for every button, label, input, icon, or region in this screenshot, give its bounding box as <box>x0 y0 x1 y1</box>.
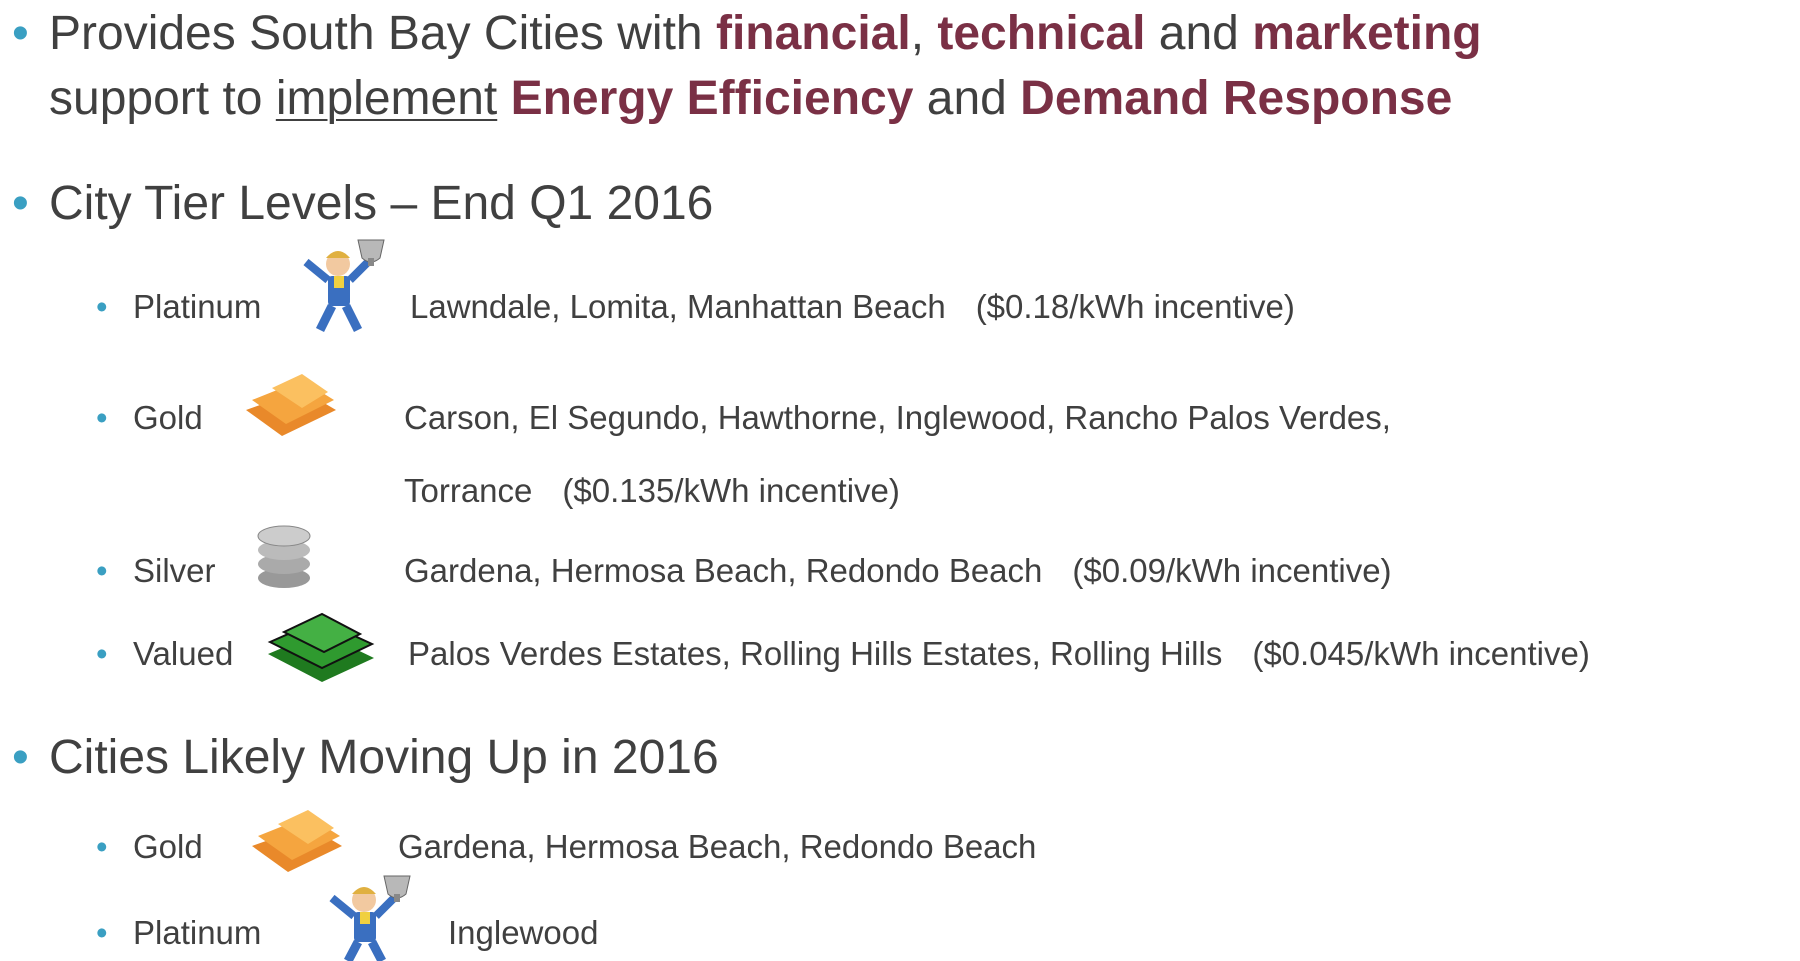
tier-label: Silver <box>133 551 216 589</box>
text: implement <box>275 71 498 125</box>
emphasis: marketing <box>1252 6 1482 60</box>
text: and <box>913 71 1021 125</box>
text: , <box>910 6 938 60</box>
intro-line: Provides South Bay Cities with financial… <box>49 6 1482 60</box>
bullet: • <box>12 176 29 230</box>
incentive: ($0.09/kWh incentive) <box>1072 551 1392 589</box>
text: support to <box>49 71 276 125</box>
incentive: ($0.135/kWh incentive) <box>562 471 900 509</box>
text: and <box>1145 6 1253 60</box>
bullet: • <box>12 730 29 784</box>
bullet: • <box>96 634 108 672</box>
section-heading: Cities Likely Moving Up in 2016 <box>49 730 719 784</box>
emphasis: financial <box>715 6 911 60</box>
bullet: • <box>12 6 29 60</box>
gold-bars-icon <box>252 810 342 872</box>
tier-label: Platinum <box>133 287 262 325</box>
tier-label: Gold <box>133 827 203 865</box>
bullet: • <box>96 287 108 325</box>
tier-label: Gold <box>133 398 203 436</box>
emphasis: technical <box>937 6 1146 60</box>
city-line: Inglewood <box>448 916 598 949</box>
city-line: Torrance ($0.135/kWh incentive) <box>404 474 900 507</box>
cities: Carson, El Segundo, Hawthorne, Inglewood… <box>404 398 1391 436</box>
trophy-icon <box>329 875 411 961</box>
text <box>497 72 510 125</box>
intro-line: support to implement Energy Efficiency a… <box>49 71 1453 125</box>
bullet: • <box>96 827 108 865</box>
emphasis: Energy Efficiency <box>510 71 914 125</box>
city-line: Carson, El Segundo, Hawthorne, Inglewood… <box>404 401 1391 434</box>
cities: Gardena, Hermosa Beach, Redondo Beach <box>398 827 1037 865</box>
cities: Torrance <box>404 471 533 509</box>
bullet: • <box>96 398 108 436</box>
city-line: Gardena, Hermosa Beach, Redondo Beach ($0… <box>404 554 1392 587</box>
bullet: • <box>96 913 108 951</box>
trophy-icon <box>303 239 385 333</box>
cities: Lawndale, Lomita, Manhattan Beach <box>410 287 946 325</box>
bullet: • <box>96 551 108 589</box>
incentive: ($0.045/kWh incentive) <box>1252 634 1590 672</box>
emphasis: Demand Response <box>1020 71 1453 125</box>
city-line: Lawndale, Lomita, Manhattan Beach ($0.18/… <box>410 290 1295 323</box>
money-icon <box>267 612 375 682</box>
cities: Palos Verdes Estates, Rolling Hills Esta… <box>408 634 1223 672</box>
tier-label: Valued <box>133 634 234 672</box>
text: Provides South Bay Cities with <box>49 6 716 60</box>
tier-label: Platinum <box>133 913 262 951</box>
section-heading: City Tier Levels – End Q1 2016 <box>49 176 714 230</box>
gold-bars-icon <box>246 374 336 436</box>
cities: Gardena, Hermosa Beach, Redondo Beach <box>404 551 1043 589</box>
coins-icon <box>257 525 311 588</box>
cities: Inglewood <box>448 913 599 951</box>
city-line: Palos Verdes Estates, Rolling Hills Esta… <box>408 637 1590 670</box>
incentive: ($0.18/kWh incentive) <box>975 287 1295 325</box>
city-line: Gardena, Hermosa Beach, Redondo Beach <box>398 830 1036 863</box>
